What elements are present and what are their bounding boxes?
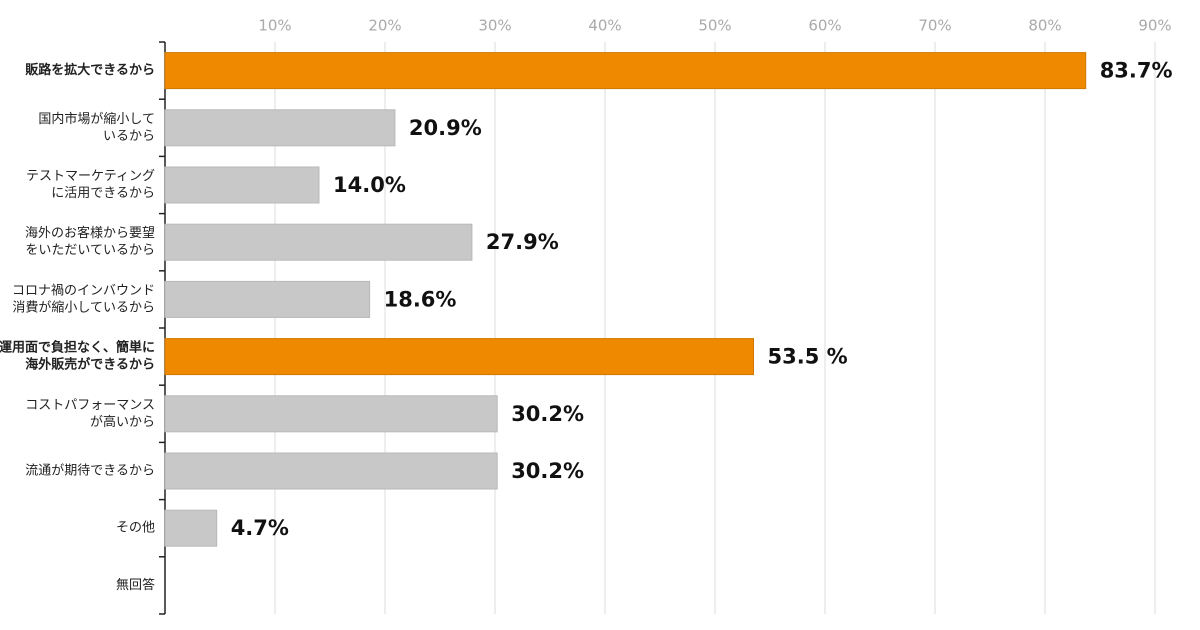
- bar: [164, 223, 473, 261]
- value-label: 30.2%: [511, 459, 584, 483]
- value-label: 53.5 %: [768, 345, 848, 369]
- bar: [164, 395, 498, 433]
- value-label: 30.2%: [511, 402, 584, 426]
- value-label: 83.7%: [1100, 59, 1173, 83]
- bar: [164, 338, 754, 376]
- x-tick-label: 10%: [258, 17, 291, 35]
- category-label: 無回答: [116, 577, 155, 593]
- value-label: 14.0%: [333, 173, 406, 197]
- x-tick-label: 50%: [698, 17, 731, 35]
- x-tick-label: 90%: [1138, 17, 1171, 35]
- category-label: 国内市場が縮小して: [38, 111, 155, 127]
- category-label: 流通が期待できるから: [25, 464, 155, 479]
- x-tick-label: 80%: [1028, 17, 1061, 35]
- category-label: コロナ禍のインバウンド: [12, 282, 155, 298]
- bar: [164, 452, 498, 490]
- category-label: に活用できるから: [51, 186, 155, 201]
- category-label: いるから: [103, 129, 155, 144]
- category-label: 運用面で負担なく、簡単に: [0, 340, 155, 356]
- x-tick-label: 60%: [808, 17, 841, 35]
- value-label: 4.7%: [231, 516, 289, 540]
- category-label: をいただいているから: [25, 243, 155, 258]
- category-label: 消費が縮小しているから: [12, 299, 155, 315]
- category-label: コストパフォーマンス: [25, 398, 155, 413]
- x-tick-label: 40%: [588, 17, 621, 35]
- category-label: が高いから: [90, 414, 155, 430]
- value-label: 20.9%: [409, 116, 482, 140]
- x-tick-label: 30%: [478, 17, 511, 35]
- value-label: 27.9%: [486, 230, 559, 254]
- category-label: テストマーケティング: [26, 169, 155, 184]
- x-tick-label: 20%: [368, 17, 401, 35]
- bar: [164, 509, 218, 547]
- value-label: 18.6%: [384, 287, 457, 311]
- category-label: 海外販売ができるから: [25, 357, 155, 373]
- bar: [164, 52, 1087, 90]
- category-label: 販路を拡大できるから: [25, 62, 155, 78]
- category-label: その他: [116, 521, 155, 536]
- bar: [164, 280, 371, 318]
- bar: [164, 109, 396, 147]
- bar: [164, 166, 320, 204]
- x-tick-label: 70%: [918, 17, 951, 35]
- category-label: 海外のお客様から要望: [25, 225, 155, 241]
